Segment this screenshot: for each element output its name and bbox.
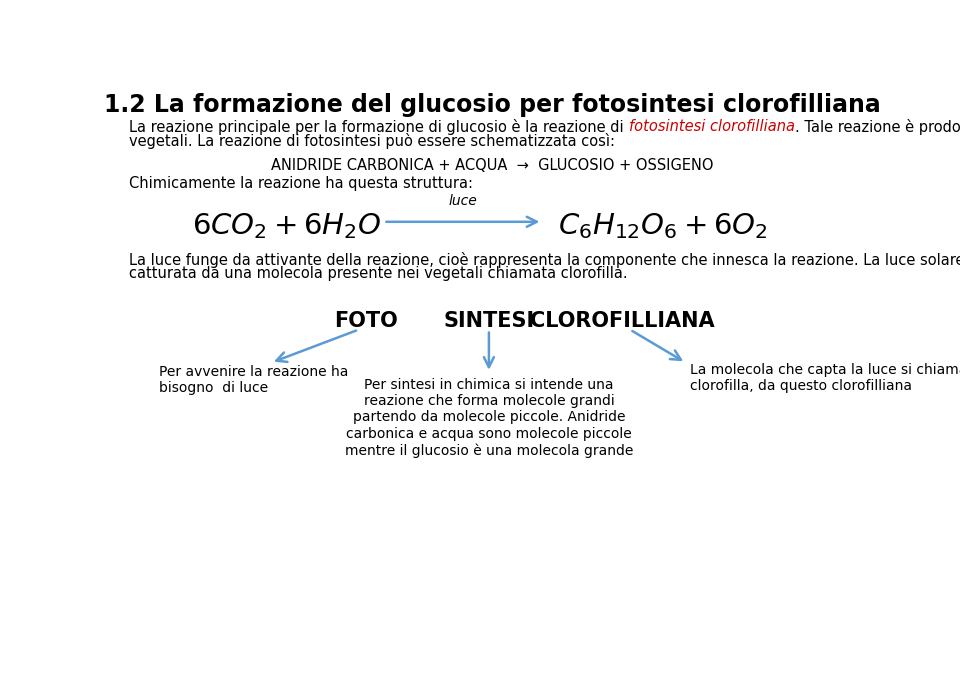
- Text: vegetali. La reazione di fotosintesi può essere schematizzata così:: vegetali. La reazione di fotosintesi può…: [130, 133, 615, 149]
- Text: SINTESI: SINTESI: [444, 311, 535, 331]
- Text: fotosintesi clorofilliana: fotosintesi clorofilliana: [629, 119, 795, 134]
- Text: La reazione principale per la formazione di glucosio è la reazione di: La reazione principale per la formazione…: [130, 119, 629, 135]
- Text: CLOROFILLIANA: CLOROFILLIANA: [530, 311, 714, 331]
- Text: . Tale reazione è prodotta dagli organismi: . Tale reazione è prodotta dagli organis…: [795, 119, 960, 135]
- Text: 1.2 La formazione del glucosio per fotosintesi clorofilliana: 1.2 La formazione del glucosio per fotos…: [104, 93, 880, 117]
- Text: luce: luce: [448, 194, 477, 208]
- Text: FOTO: FOTO: [335, 311, 398, 331]
- Text: Per sintesi in chimica si intende una
reazione che forma molecole grandi
partend: Per sintesi in chimica si intende una re…: [345, 378, 633, 458]
- Text: $C_6H_{12}O_6 + 6O_2$: $C_6H_{12}O_6 + 6O_2$: [558, 211, 767, 241]
- Text: $6CO_2 + 6H_2O$: $6CO_2 + 6H_2O$: [192, 211, 381, 241]
- Text: La luce funge da attivante della reazione, cioè rappresenta la componente che in: La luce funge da attivante della reazion…: [130, 252, 960, 268]
- Text: La molecola che capta la luce si chiama
clorofilla, da questo clorofilliana: La molecola che capta la luce si chiama …: [689, 363, 960, 393]
- Text: Chimicamente la reazione ha questa struttura:: Chimicamente la reazione ha questa strut…: [130, 177, 473, 191]
- Text: catturata da una molecola presente nei vegetali chiamata clorofilla.: catturata da una molecola presente nei v…: [130, 266, 628, 280]
- Text: Per avvenire la reazione ha
bisogno  di luce: Per avvenire la reazione ha bisogno di l…: [158, 365, 348, 395]
- Text: ANIDRIDE CARBONICA + ACQUA  →  GLUCOSIO + OSSIGENO: ANIDRIDE CARBONICA + ACQUA → GLUCOSIO + …: [271, 158, 713, 173]
